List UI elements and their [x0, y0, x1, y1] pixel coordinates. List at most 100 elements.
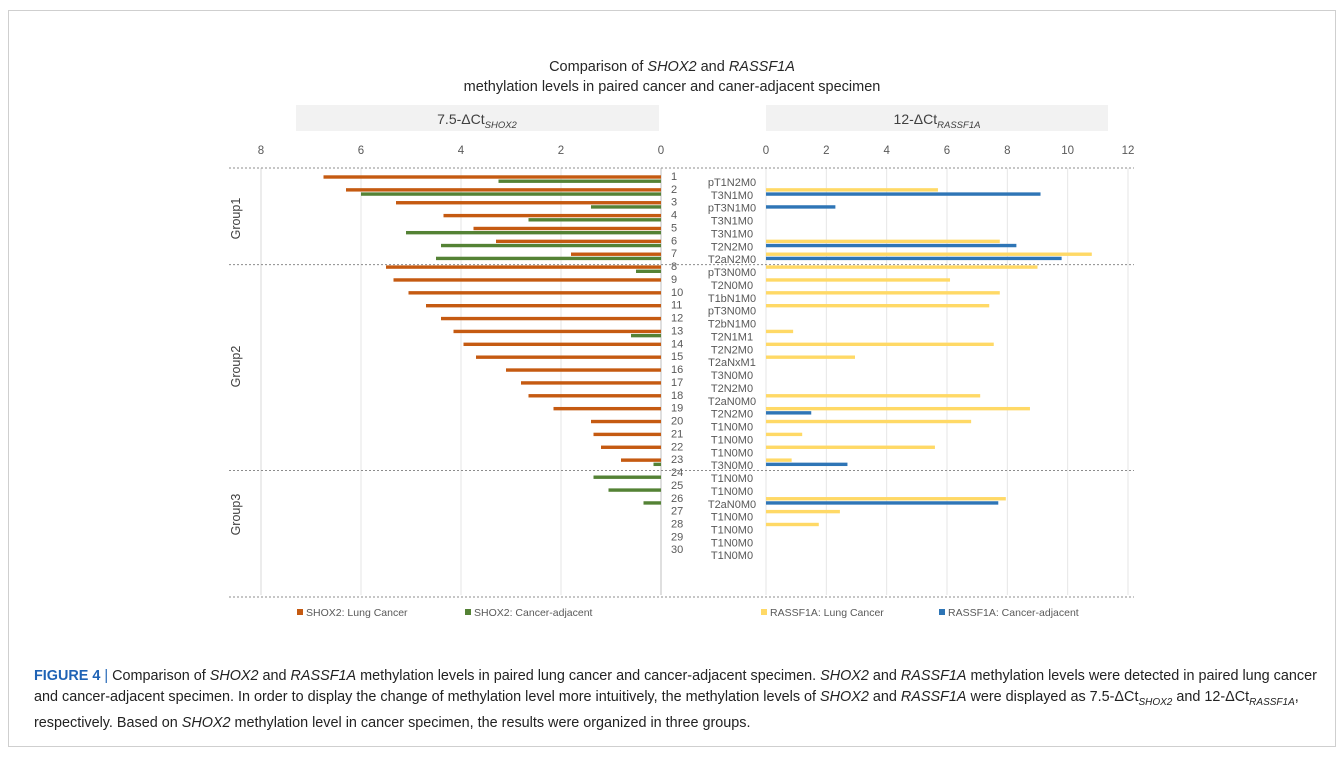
sample-number: 13	[671, 325, 683, 337]
caption-lead: FIGURE 4	[34, 668, 101, 684]
sample-stage: T2N1M1	[711, 331, 753, 343]
bar-rassf1a-cancer	[766, 342, 994, 347]
bar-shox2-adjacent	[528, 218, 661, 222]
sample-number: 16	[671, 364, 683, 376]
sample-number: 24	[671, 467, 683, 479]
sample-stage: T1N0M0	[711, 537, 753, 549]
bar-shox2-cancer	[528, 394, 661, 398]
sample-number: 21	[671, 428, 683, 440]
bar-shox2-adjacent	[436, 256, 661, 261]
right-tick-label: 0	[763, 145, 769, 157]
right-tick-label: 6	[944, 145, 950, 157]
bar-shox2-adjacent	[441, 243, 661, 248]
left-tick-label: 4	[458, 145, 465, 157]
bar-shox2-cancer	[408, 291, 661, 295]
bar-shox2-adjacent	[608, 488, 661, 492]
right-tick-label: 12	[1122, 145, 1135, 157]
right-tick-label: 4	[883, 145, 890, 157]
bar-rassf1a-adjacent	[766, 256, 1062, 261]
bar-rassf1a-cancer	[766, 329, 794, 334]
sample-number: 12	[671, 313, 683, 325]
bar-rassf1a-adjacent	[766, 205, 836, 209]
right-tick-label: 10	[1061, 145, 1074, 157]
sample-number: 18	[671, 390, 683, 402]
sample-stage: T1N0M0	[711, 486, 753, 498]
sample-stage: T2aN0M0	[708, 396, 756, 408]
bar-rassf1a-cancer	[766, 278, 951, 282]
legend-rassf1a-adjacent-label: RASSF1A: Cancer-adjacent	[948, 607, 1079, 619]
sample-stage: T2N2M0	[711, 241, 753, 253]
legend-rassf1a-cancer-label: RASSF1A: Lung Cancer	[770, 607, 884, 619]
sample-number: 7	[671, 248, 677, 260]
bar-shox2-adjacent	[636, 269, 661, 273]
bar-rassf1a-cancer	[766, 522, 819, 527]
bar-shox2-cancer	[476, 355, 661, 359]
sample-number: 9	[671, 274, 677, 286]
sample-stage: T2aN2M0	[708, 254, 756, 266]
bar-shox2-cancer	[396, 201, 661, 205]
bar-shox2-adjacent	[643, 501, 661, 505]
bar-rassf1a-adjacent	[766, 411, 812, 415]
bar-rassf1a-cancer	[766, 394, 981, 398]
sample-stage: T1N0M0	[711, 524, 753, 536]
bar-shox2-cancer	[386, 265, 661, 269]
sample-number: 10	[671, 287, 683, 299]
sample-number: 4	[671, 210, 677, 222]
group-label: Group2	[229, 346, 243, 388]
bar-rassf1a-cancer	[766, 406, 1030, 411]
bar-shox2-cancer	[506, 368, 661, 372]
sample-stage: T2N2M0	[711, 383, 753, 395]
bar-shox2-adjacent	[591, 205, 661, 209]
bar-shox2-cancer	[453, 329, 661, 334]
left-tick-label: 8	[258, 145, 264, 157]
bar-shox2-cancer	[621, 458, 661, 462]
sample-number: 20	[671, 416, 683, 428]
sample-stage: pT3N0M0	[708, 267, 756, 279]
sample-number: 27	[671, 506, 683, 518]
bar-shox2-cancer	[473, 226, 661, 231]
legend-shox2-adjacent-label: SHOX2: Cancer-adjacent	[474, 607, 593, 619]
sample-number: 1	[671, 171, 677, 183]
bar-shox2-cancer	[323, 175, 661, 179]
sample-stage: T2N2M0	[711, 409, 753, 421]
bar-rassf1a-adjacent	[766, 501, 999, 505]
bar-shox2-cancer	[496, 239, 661, 244]
figure-caption: FIGURE 4 | Comparison of SHOX2 and RASSF…	[34, 668, 1317, 731]
sample-stage: pT3N1M0	[708, 203, 756, 215]
sample-stage: T2bN1M0	[708, 319, 756, 331]
bar-rassf1a-cancer	[766, 304, 990, 308]
bar-shox2-adjacent	[406, 230, 661, 235]
sample-number: 15	[671, 351, 683, 363]
left-axis-label: 7.5-ΔCtSHOX2	[437, 111, 517, 131]
sample-stage: T1N0M0	[711, 550, 753, 562]
legend-shox2-cancer-swatch	[297, 609, 303, 615]
bar-shox2-adjacent	[653, 462, 661, 467]
sample-stage: T3N0M0	[711, 460, 753, 472]
right-tick-label: 8	[1004, 145, 1010, 157]
sample-stage: T1N0M0	[711, 434, 753, 446]
bar-rassf1a-adjacent	[766, 462, 848, 467]
left-tick-label: 6	[358, 145, 364, 157]
sample-number: 26	[671, 493, 683, 505]
sample-stage: T2N0M0	[711, 280, 753, 292]
bar-rassf1a-cancer	[766, 445, 935, 449]
bar-rassf1a-adjacent	[766, 243, 1017, 248]
right-tick-label: 2	[823, 145, 829, 157]
sample-stage: T1N0M0	[711, 473, 753, 485]
bar-shox2-cancer	[463, 342, 661, 347]
bar-shox2-cancer	[591, 419, 661, 424]
sample-stage: T2aN0M0	[708, 499, 756, 511]
sample-stage: T1bN1M0	[708, 293, 756, 305]
bar-rassf1a-cancer	[766, 239, 1000, 244]
left-tick-label: 0	[658, 145, 664, 157]
bar-rassf1a-cancer	[766, 265, 1038, 269]
bar-shox2-adjacent	[361, 192, 661, 196]
sample-number: 22	[671, 441, 683, 453]
bar-shox2-adjacent	[593, 475, 661, 479]
sample-stage: T3N1M0	[711, 190, 753, 202]
sample-number: 11	[671, 300, 682, 312]
sample-number: 14	[671, 338, 683, 350]
bar-rassf1a-cancer	[766, 188, 938, 192]
left-panel-header	[296, 105, 659, 131]
right-axis-label: 12-ΔCtRASSF1A	[894, 111, 981, 131]
